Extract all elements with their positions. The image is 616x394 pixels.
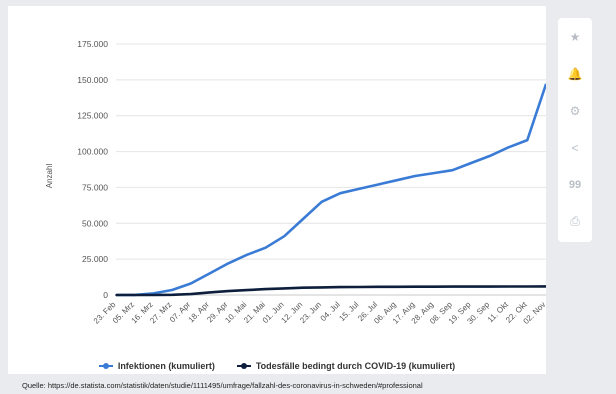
x-tick-label: 23. Jun <box>298 300 323 325</box>
data-point[interactable] <box>133 294 136 296</box>
data-point[interactable] <box>489 155 491 157</box>
share-button[interactable]: < <box>558 129 592 166</box>
y-axis-label: Anzahl <box>45 164 54 189</box>
data-point[interactable] <box>526 139 529 141</box>
settings-button[interactable]: ⚙ <box>558 92 592 129</box>
data-point[interactable] <box>339 192 342 194</box>
data-point[interactable] <box>208 291 211 294</box>
data-point[interactable] <box>264 288 267 290</box>
legend-swatch <box>98 361 113 371</box>
data-point[interactable] <box>376 286 379 288</box>
data-point[interactable] <box>526 285 529 288</box>
data-point[interactable] <box>414 285 416 288</box>
data-point[interactable] <box>414 175 416 177</box>
print-icon: ⎙ <box>570 214 580 228</box>
series-line-1 <box>116 285 546 297</box>
data-point[interactable] <box>545 83 546 85</box>
y-tick-label: 175.000 <box>77 39 108 49</box>
gear-icon: ⚙ <box>569 103 581 118</box>
data-point[interactable] <box>283 287 286 290</box>
data-point[interactable] <box>189 282 192 285</box>
data-point[interactable] <box>302 286 304 289</box>
legend: Infektionen (kumuliert) Todesfälle bedin… <box>8 361 546 371</box>
data-point[interactable] <box>545 285 546 288</box>
data-point[interactable] <box>227 262 229 265</box>
data-point[interactable] <box>208 272 211 275</box>
y-tick-label: 125.000 <box>77 111 108 121</box>
data-point[interactable] <box>376 183 379 186</box>
data-point[interactable] <box>171 294 173 296</box>
chart-card: 0 25.000 50.000 75.000 100.000 125.000 150.000… <box>8 6 546 374</box>
share-icon: < <box>571 140 579 155</box>
data-point[interactable] <box>152 294 155 296</box>
data-point[interactable] <box>302 218 304 220</box>
data-point[interactable] <box>246 254 248 256</box>
data-point[interactable] <box>470 162 473 164</box>
series <box>115 83 546 297</box>
legend-item-infektionen[interactable]: Infektionen (kumuliert) <box>98 361 215 371</box>
data-point[interactable] <box>507 285 510 288</box>
cite-button[interactable]: 99 <box>558 166 592 203</box>
data-point[interactable] <box>246 289 248 291</box>
line-chart: 0 25.000 50.000 75.000 100.000 125.000 150.000… <box>45 39 546 326</box>
y-tick-label: 75.000 <box>82 182 108 192</box>
data-point[interactable] <box>283 235 286 237</box>
chart-toolbar: ★ 🔔 ⚙ < 99 ⎙ <box>558 18 592 242</box>
data-point[interactable] <box>320 286 323 289</box>
data-point[interactable] <box>470 285 473 288</box>
data-point[interactable] <box>358 286 360 288</box>
star-icon: ★ <box>569 29 581 44</box>
y-tick-label: 150.000 <box>77 75 108 85</box>
legend-label: Infektionen (kumuliert) <box>117 361 215 371</box>
data-point[interactable] <box>433 172 435 174</box>
x-tick-label: 15. Jul <box>337 300 360 323</box>
data-point[interactable] <box>451 285 454 288</box>
data-point[interactable] <box>264 246 267 249</box>
data-point[interactable] <box>358 188 360 190</box>
grid <box>116 43 546 296</box>
data-point[interactable] <box>433 285 435 288</box>
legend-label: Todesfälle bedingt durch COVID-19 (kumul… <box>255 361 456 371</box>
y-tick-label: 50.000 <box>82 218 108 228</box>
y-axis-ticks: 0 25.000 50.000 75.000 100.000 125.000 150.000… <box>77 39 108 300</box>
data-point[interactable] <box>189 293 192 295</box>
data-point[interactable] <box>320 200 323 203</box>
data-point[interactable] <box>395 179 398 182</box>
y-tick-label: 100.000 <box>77 147 108 157</box>
series-line-0 <box>115 83 546 297</box>
data-point[interactable] <box>171 289 173 291</box>
bell-icon: 🔔 <box>567 66 583 81</box>
print-button[interactable]: ⎙ <box>558 203 592 240</box>
data-point[interactable] <box>339 286 342 288</box>
data-point[interactable] <box>115 294 117 296</box>
legend-swatch <box>236 361 251 371</box>
quote-icon: 99 <box>568 178 582 191</box>
data-point[interactable] <box>489 285 491 288</box>
notification-button[interactable]: 🔔 <box>558 55 592 92</box>
source-link[interactable]: Quelle: https://de.statista.com/statisti… <box>22 381 423 390</box>
y-tick-label: 0 <box>103 290 108 300</box>
data-point[interactable] <box>395 285 398 288</box>
legend-item-todesfaelle[interactable]: Todesfälle bedingt durch COVID-19 (kumul… <box>236 361 456 371</box>
x-tick-label: 04. Jul <box>319 300 342 323</box>
data-point[interactable] <box>227 290 229 292</box>
y-tick-label: 25.000 <box>82 254 108 264</box>
data-point[interactable] <box>507 146 510 149</box>
favorite-button[interactable]: ★ <box>558 18 592 55</box>
data-point[interactable] <box>451 169 454 172</box>
